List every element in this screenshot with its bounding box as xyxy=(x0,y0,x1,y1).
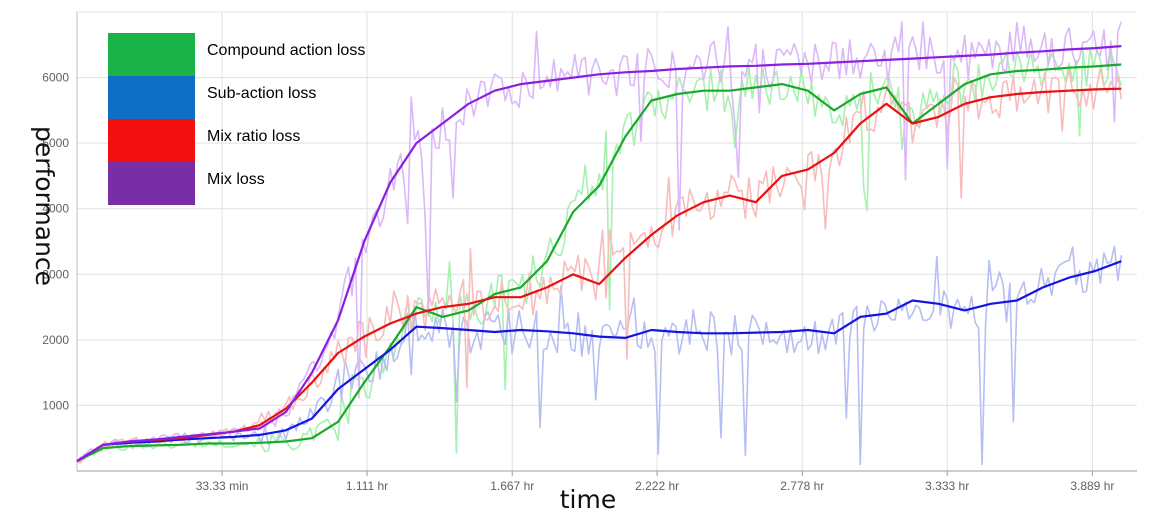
legend-label: Mix ratio loss xyxy=(207,128,300,145)
y-tick-label: 5000 xyxy=(42,136,69,150)
x-tick-label: 3.889 hr xyxy=(1070,479,1114,493)
legend-swatch xyxy=(108,119,195,162)
y-axis-title: performance xyxy=(30,126,59,286)
legend-label: Compound action loss xyxy=(207,42,365,59)
legend-label: Mix loss xyxy=(207,171,265,188)
smoothed-series-layer xyxy=(76,45,1122,463)
legend-swatch xyxy=(108,33,195,76)
y-tick-label: 3000 xyxy=(42,267,69,281)
legend-swatch xyxy=(108,76,195,119)
x-tick-label: 3.333 hr xyxy=(925,479,969,493)
y-tick-label: 1000 xyxy=(42,398,69,412)
legend-swatch xyxy=(108,162,195,205)
legend: Compound action loss Sub-action loss Mix r… xyxy=(108,33,365,205)
series-line xyxy=(76,87,1122,463)
x-tick-label: 1.111 hr xyxy=(346,479,388,493)
y-tick-label: 2000 xyxy=(42,333,69,347)
series-line xyxy=(76,45,1122,463)
x-axis-title: time xyxy=(560,485,616,514)
x-tick-label: 33.33 min xyxy=(196,479,249,493)
series-line xyxy=(76,63,1122,463)
legend-label: Sub-action loss xyxy=(207,85,316,102)
y-tick-label: 4000 xyxy=(42,202,69,216)
axes: 1000 2000 3000 4000 5000 6000 33.33 min 1.111 h… xyxy=(42,12,1137,493)
x-tick-label: 1.667 hr xyxy=(490,479,534,493)
series-line xyxy=(76,260,1122,463)
x-tick-label: 2.778 hr xyxy=(780,479,824,493)
x-tick-label: 2.222 hr xyxy=(635,479,679,493)
y-tick-label: 6000 xyxy=(42,71,69,85)
